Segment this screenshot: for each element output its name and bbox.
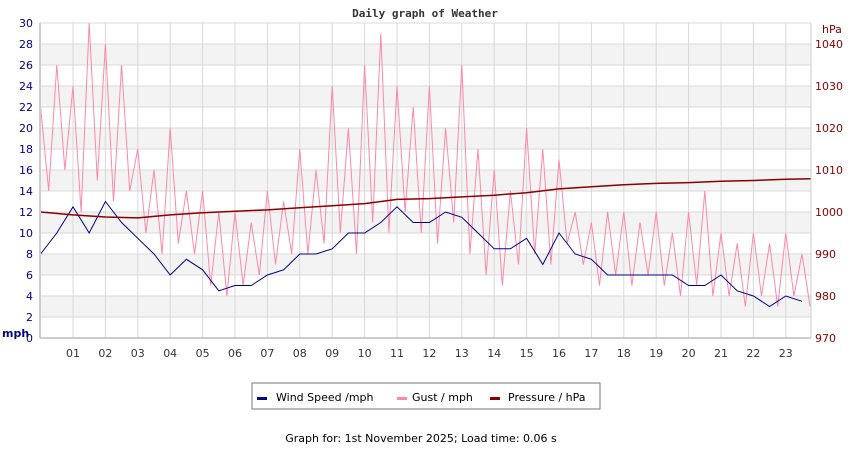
x-tick-label: 07: [260, 347, 274, 360]
x-tick-label: 13: [455, 347, 469, 360]
left-tick-label: 12: [19, 206, 33, 219]
legend-label-gust: Gust / mph: [412, 391, 473, 404]
x-tick-label: 23: [779, 347, 793, 360]
left-axis-label: mph: [2, 327, 29, 340]
x-tick-label: 05: [196, 347, 210, 360]
left-tick-label: 30: [19, 17, 33, 30]
x-tick-label: 11: [390, 347, 404, 360]
left-tick-label: 4: [26, 290, 33, 303]
right-tick-label: 1040: [815, 38, 843, 51]
x-tick-label: 09: [325, 347, 339, 360]
x-tick-label: 04: [163, 347, 177, 360]
legend-swatch-pressure: [490, 397, 500, 400]
series-line-wind-speed: [40, 200, 803, 308]
x-tick-label: 06: [228, 347, 242, 360]
left-tick-label: 26: [19, 59, 33, 72]
grid-band: [40, 254, 811, 275]
series-line-pressure: [40, 178, 812, 219]
x-tick-label: 18: [617, 347, 631, 360]
x-tick-label: 12: [422, 347, 436, 360]
footer-text: Graph for: 1st November 2025; Load time:…: [285, 432, 557, 445]
left-tick-label: 28: [19, 38, 33, 51]
right-axis-label: hPa: [822, 23, 842, 36]
x-tick-label: 10: [358, 347, 372, 360]
left-tick-label: 18: [19, 143, 33, 156]
x-tick-label: 21: [714, 347, 728, 360]
right-tick-label: 1030: [815, 80, 843, 93]
left-tick-label: 20: [19, 122, 33, 135]
x-tick-label: 14: [487, 347, 501, 360]
legend-label-pressure: Pressure / hPa: [508, 391, 586, 404]
right-tick-label: 1000: [815, 206, 843, 219]
left-tick-label: 22: [19, 101, 33, 114]
left-tick-label: 16: [19, 164, 33, 177]
grid: [40, 22, 811, 339]
x-tick-label: 19: [649, 347, 663, 360]
x-tick-label: 16: [552, 347, 566, 360]
legend-label-wind: Wind Speed /mph: [276, 391, 374, 404]
grid-band: [40, 44, 811, 65]
x-tick-label: 22: [746, 347, 760, 360]
left-tick-label: 6: [26, 269, 33, 282]
x-tick-label: 20: [682, 347, 696, 360]
right-tick-label: 1010: [815, 164, 843, 177]
series-layer: [40, 22, 812, 308]
series-line-gust: [40, 22, 811, 307]
x-tick-label: 17: [584, 347, 598, 360]
left-tick-label: 14: [19, 185, 33, 198]
legend-swatch-gust: [397, 397, 407, 400]
right-tick-label: 1020: [815, 122, 843, 135]
x-tick-label: 02: [98, 347, 112, 360]
grid-band: [40, 296, 811, 317]
x-tick-label: 01: [66, 347, 80, 360]
right-tick-label: 970: [815, 332, 836, 345]
left-tick-label: 10: [19, 227, 33, 240]
right-tick-label: 990: [815, 248, 836, 261]
legend-swatch-wind: [257, 397, 267, 400]
legend: Wind Speed /mph Gust / mph Pressure / hP…: [251, 382, 601, 410]
grid-band: [40, 128, 811, 149]
x-tick-label: 15: [520, 347, 534, 360]
legend-box: [251, 382, 601, 410]
chart-title: Daily graph of Weather: [352, 7, 498, 20]
x-tick-label: 03: [131, 347, 145, 360]
left-tick-label: 24: [19, 80, 33, 93]
left-tick-label: 2: [26, 311, 33, 324]
left-tick-label: 0: [26, 332, 33, 345]
left-tick-label: 8: [26, 248, 33, 261]
x-tick-label: 08: [293, 347, 307, 360]
grid-band: [40, 86, 811, 107]
right-tick-label: 980: [815, 290, 836, 303]
